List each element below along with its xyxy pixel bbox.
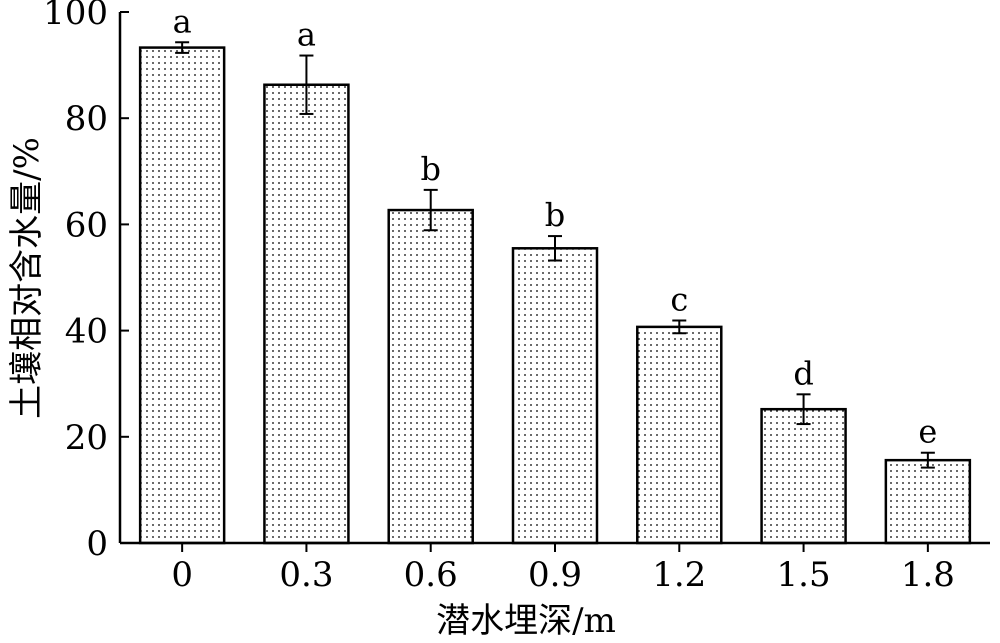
significance-label: b — [545, 196, 565, 234]
significance-label: e — [918, 413, 937, 451]
y-ticks-group: 0 20 40 60 80 100 — [43, 0, 129, 564]
x-tick-label: 0.9 — [528, 555, 582, 595]
bar — [636, 325, 723, 545]
error-bars-group — [175, 41, 935, 469]
y-tick-label: 80 — [65, 99, 108, 139]
bar — [760, 407, 847, 545]
significance-label: c — [670, 281, 688, 319]
y-axis-title: 土壤相对含水量/% — [7, 137, 47, 419]
y-tick-label: 60 — [65, 205, 108, 245]
significance-label: a — [297, 16, 316, 54]
y-tick-label: 40 — [65, 312, 108, 352]
x-tick-label: 1.2 — [652, 555, 706, 595]
significance-label: d — [793, 354, 813, 392]
x-tick-label: 0.6 — [404, 555, 458, 595]
x-tick-label: 0.3 — [279, 555, 333, 595]
bar — [138, 46, 226, 545]
bar — [511, 247, 599, 545]
x-tick-label: 0 — [171, 555, 193, 595]
bar — [263, 83, 350, 545]
significance-label: b — [420, 150, 440, 188]
x-axis-title: 潜水埋深/m — [436, 601, 616, 641]
y-tick-label: 100 — [43, 0, 108, 33]
y-tick-label: 20 — [65, 418, 108, 458]
significance-labels-group: a a b b c d e — [173, 2, 938, 450]
x-ticks-group: 0 0.3 0.6 0.9 1.2 1.5 1.8 — [171, 543, 955, 595]
bar — [387, 208, 474, 545]
x-tick-label: 1.5 — [777, 555, 831, 595]
bar — [884, 458, 972, 545]
significance-label: a — [173, 2, 192, 40]
bars-group — [138, 46, 972, 545]
y-tick-label: 0 — [86, 524, 108, 564]
x-tick-label: 1.8 — [901, 555, 955, 595]
